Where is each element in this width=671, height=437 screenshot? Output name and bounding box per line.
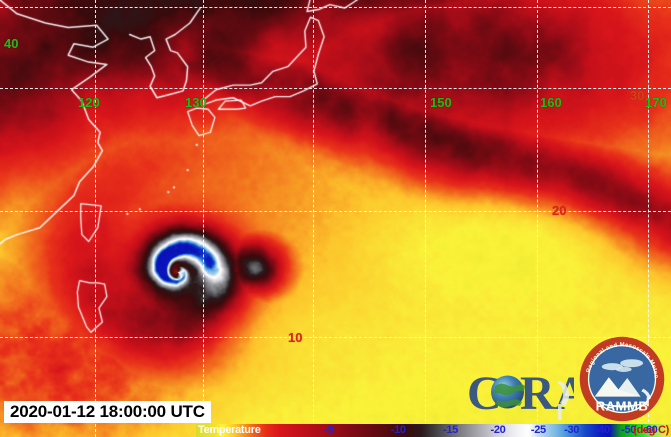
colorbar-units-label: (deg C) bbox=[633, 424, 669, 436]
colorbar-tick-minus15: -15 bbox=[443, 424, 458, 436]
colorbar-tick-minus60: -60 bbox=[642, 424, 658, 436]
timestamp-label: 2020-01-12 18:00:00 UTC bbox=[4, 401, 211, 423]
colorbar-tick-minus30: -30 bbox=[564, 424, 580, 436]
svg-text:RAMMB: RAMMB bbox=[596, 399, 649, 414]
cira-logo: C RA bbox=[467, 367, 574, 420]
colorbar-tick-minus40: -40 bbox=[595, 424, 610, 436]
colorbar-title-label: Temperature bbox=[198, 424, 261, 436]
colorbar-tick-minus25: -25 bbox=[530, 424, 546, 436]
colorbar-tick-minus10: -10 bbox=[390, 424, 406, 436]
temperature-colorbar bbox=[196, 424, 671, 437]
colorbar-tick-minus50: -50 bbox=[621, 424, 637, 436]
colorbar-tick-minus20: -20 bbox=[490, 424, 506, 436]
rammb-logo: Regional and Mesoscale Meteorology Branc… bbox=[578, 335, 665, 422]
colorbar-tick-minus5: -5 bbox=[324, 424, 334, 436]
